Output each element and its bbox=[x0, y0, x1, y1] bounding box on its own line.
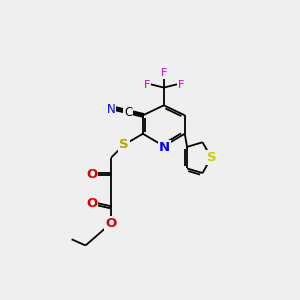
Text: S: S bbox=[207, 151, 217, 164]
Text: S: S bbox=[119, 138, 129, 151]
Text: O: O bbox=[106, 218, 117, 230]
Text: F: F bbox=[160, 68, 167, 78]
Text: C: C bbox=[124, 106, 132, 119]
Text: N: N bbox=[159, 141, 170, 154]
Text: O: O bbox=[86, 168, 98, 181]
Text: N: N bbox=[107, 103, 116, 116]
Text: F: F bbox=[178, 80, 184, 89]
Text: O: O bbox=[86, 197, 98, 210]
Text: F: F bbox=[144, 80, 150, 89]
